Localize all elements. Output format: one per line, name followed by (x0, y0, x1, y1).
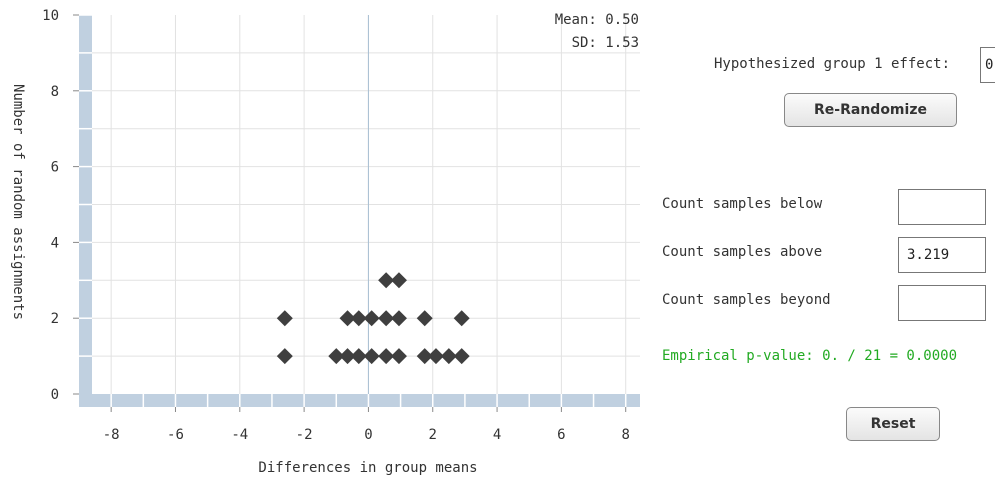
count-above-input[interactable] (898, 237, 986, 273)
y-axis-band (79, 15, 92, 407)
data-point (440, 348, 457, 365)
x-tick-label: 8 (621, 427, 629, 443)
sd-label: SD: 1.53 (572, 35, 639, 51)
count-above-label: Count samples above (662, 244, 823, 260)
hypothesized-effect-label: Hypothesized group 1 effect: (714, 56, 951, 72)
x-tick-label: 6 (557, 427, 565, 443)
y-axis-title: Number of random assignments (10, 84, 26, 320)
data-points (276, 272, 470, 365)
axis-band-separators (79, 14, 627, 407)
x-tick-label: 4 (493, 427, 501, 443)
count-below-input[interactable] (898, 189, 986, 225)
data-point (350, 348, 367, 365)
data-point (350, 310, 367, 327)
data-point (390, 272, 407, 289)
data-point (416, 348, 433, 365)
data-point (276, 310, 293, 327)
count-beyond-input[interactable] (898, 285, 986, 321)
data-point (453, 348, 470, 365)
data-point (378, 348, 395, 365)
reset-button[interactable]: Reset (846, 407, 940, 441)
data-point (276, 348, 293, 365)
data-point (363, 348, 380, 365)
data-point (339, 310, 356, 327)
data-point (339, 348, 356, 365)
y-tick-label: 4 (51, 235, 59, 251)
x-axis-band (79, 394, 640, 407)
data-point (416, 310, 433, 327)
x-tick-label: 0 (364, 427, 372, 443)
y-tick-label: 0 (51, 387, 59, 403)
empirical-p-value: Empirical p-value: 0. / 21 = 0.0000 (662, 348, 958, 364)
scatter-chart: -8 -6 -4 -2 0 2 4 6 8 0 2 4 6 8 10 Mean: 0.50 SD: 1.53… (10, 8, 640, 476)
x-axis-title: Differences in group means (258, 460, 477, 476)
data-point (378, 310, 395, 327)
mean-label: Mean: 0.50 (555, 12, 639, 28)
x-tick-label: -8 (103, 427, 120, 443)
grid-lines (79, 15, 640, 394)
y-tick-label: 8 (51, 84, 59, 100)
data-point (378, 272, 395, 289)
y-tick-label: 10 (42, 8, 59, 24)
count-below-label: Count samples below (662, 196, 823, 212)
data-point (328, 348, 345, 365)
x-tick-label: -4 (231, 427, 248, 443)
data-point (390, 310, 407, 327)
count-beyond-label: Count samples beyond (662, 292, 831, 308)
x-tick-label: -2 (296, 427, 313, 443)
y-tick-label: 2 (51, 311, 59, 327)
x-tick-label: 2 (429, 427, 437, 443)
data-point (363, 310, 380, 327)
data-point (427, 348, 444, 365)
data-point (390, 348, 407, 365)
rerandomize-button[interactable]: Re-Randomize (784, 93, 957, 127)
y-tick-label: 6 (51, 160, 59, 176)
x-tick-label: -6 (167, 427, 184, 443)
axis-ticks: -8 -6 -4 -2 0 2 4 6 8 0 2 4 6 8 10 (42, 8, 630, 443)
data-point (453, 310, 470, 327)
hypothesized-effect-input[interactable] (980, 47, 995, 83)
